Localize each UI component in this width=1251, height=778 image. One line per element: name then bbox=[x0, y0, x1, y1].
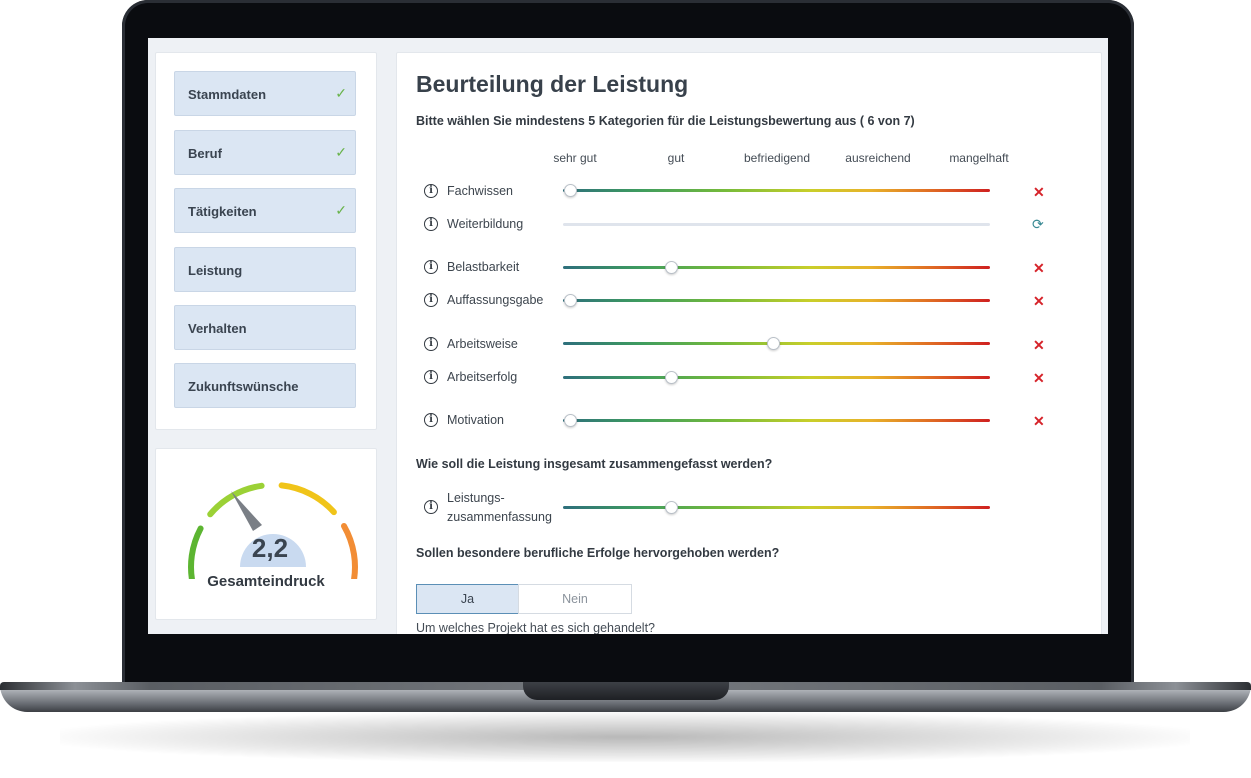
rating-slider-track[interactable] bbox=[563, 266, 990, 269]
nav-item-leistung[interactable]: Leistung bbox=[174, 247, 356, 292]
rating-slider-track[interactable] bbox=[563, 376, 990, 379]
gauge-value: 2,2 bbox=[251, 533, 289, 563]
rating-slider-thumb[interactable] bbox=[563, 294, 577, 307]
gauge-segment bbox=[341, 523, 358, 579]
check-icon: ✓ bbox=[335, 85, 347, 101]
remove-category-icon[interactable]: ✕ bbox=[1033, 293, 1045, 309]
nav-item-label: Stammdaten bbox=[188, 87, 267, 102]
gauge-dial bbox=[188, 482, 358, 579]
rating-slider-track[interactable] bbox=[563, 223, 990, 226]
nav-item-zukunftswuensche[interactable]: Zukunftswünsche bbox=[174, 363, 356, 408]
category-label: Auffassungsgabe bbox=[447, 293, 544, 307]
nav-item-label: Leistung bbox=[188, 263, 243, 278]
refresh-icon[interactable]: ⟳ bbox=[1032, 216, 1044, 232]
remove-category-icon[interactable]: ✕ bbox=[1033, 413, 1045, 429]
laptop-shadow bbox=[60, 712, 1190, 762]
category-label: Arbeitserfolg bbox=[447, 370, 518, 384]
info-icon[interactable]: i bbox=[424, 500, 438, 514]
summary-label-line1: Leistungs- bbox=[447, 491, 505, 505]
nav-item-label: Zukunftswünsche bbox=[188, 379, 299, 394]
category-label: Arbeitsweise bbox=[447, 337, 518, 351]
success-question: Sollen besondere berufliche Erfolge herv… bbox=[416, 546, 780, 560]
nav-item-beruf[interactable]: Beruf ✓ bbox=[174, 130, 356, 175]
remove-category-icon[interactable]: ✕ bbox=[1033, 337, 1045, 353]
summary-slider-thumb[interactable] bbox=[665, 501, 679, 514]
info-icon[interactable]: i bbox=[424, 337, 438, 351]
info-icon[interactable]: i bbox=[424, 260, 438, 274]
scale-label: gut bbox=[667, 151, 685, 165]
overall-gauge: 2,2 Gesamteindruck bbox=[155, 448, 377, 620]
info-icon[interactable]: i bbox=[424, 413, 438, 427]
nav-item-label: Tätigkeiten bbox=[188, 204, 257, 219]
laptop-notch bbox=[523, 682, 729, 700]
page-title: Beurteilung der Leistung bbox=[416, 71, 689, 97]
nav-item-taetigkeiten[interactable]: Tätigkeiten ✓ bbox=[174, 188, 356, 233]
gauge-hub bbox=[240, 534, 306, 567]
rating-slider-thumb[interactable] bbox=[767, 337, 780, 350]
rating-slider-thumb[interactable] bbox=[563, 184, 577, 197]
step-navigation: Stammdaten ✓ Beruf ✓ Tätigkeiten ✓ Leist… bbox=[155, 52, 377, 430]
summary-label-line2: zusammenfassung bbox=[447, 510, 552, 524]
gauge-label: Gesamteindruck bbox=[207, 573, 325, 590]
nav-item-label: Verhalten bbox=[188, 321, 247, 336]
nav-item-stammdaten[interactable]: Stammdaten ✓ bbox=[174, 71, 356, 116]
info-icon[interactable]: i bbox=[424, 370, 438, 384]
scale-label: sehr gut bbox=[553, 151, 597, 165]
scale-label: befriedigend bbox=[743, 151, 811, 165]
remove-category-icon[interactable]: ✕ bbox=[1033, 260, 1045, 276]
no-button[interactable]: Nein bbox=[518, 584, 632, 614]
rating-slider-track[interactable] bbox=[563, 189, 990, 192]
summary-question: Wie soll die Leistung insgesamt zusammen… bbox=[416, 457, 773, 471]
info-icon[interactable]: i bbox=[424, 184, 438, 198]
remove-category-icon[interactable]: ✕ bbox=[1033, 184, 1045, 200]
laptop-screen: Stammdaten ✓ Beruf ✓ Tätigkeiten ✓ Leist… bbox=[148, 38, 1108, 634]
rating-slider-thumb[interactable] bbox=[665, 371, 679, 384]
rating-slider-track[interactable] bbox=[563, 419, 990, 422]
gauge-segment bbox=[188, 525, 204, 579]
instruction-text: Bitte wählen Sie mindestens 5 Kategorien… bbox=[416, 114, 915, 128]
nav-item-verhalten[interactable]: Verhalten bbox=[174, 305, 356, 350]
gauge-needle bbox=[231, 491, 262, 531]
remove-category-icon[interactable]: ✕ bbox=[1033, 370, 1045, 386]
category-label: Motivation bbox=[447, 413, 504, 427]
info-icon[interactable]: i bbox=[424, 217, 438, 231]
check-icon: ✓ bbox=[335, 144, 347, 160]
scale-label: mangelhaft bbox=[949, 151, 1009, 165]
project-question: Um welches Projekt hat es sich gehandelt… bbox=[416, 621, 656, 634]
summary-slider-track[interactable] bbox=[563, 506, 990, 509]
rating-slider-track[interactable] bbox=[563, 299, 990, 302]
performance-form: Beurteilung der Leistung Bitte wählen Si… bbox=[396, 52, 1102, 634]
yes-button[interactable]: Ja bbox=[416, 584, 519, 614]
rating-slider-thumb[interactable] bbox=[563, 414, 577, 427]
check-icon: ✓ bbox=[335, 202, 347, 218]
category-label: Weiterbildung bbox=[447, 217, 524, 231]
rating-slider-thumb[interactable] bbox=[665, 261, 679, 274]
gauge-segment bbox=[278, 482, 337, 516]
gauge-segment bbox=[207, 482, 265, 518]
nav-item-label: Beruf bbox=[188, 146, 222, 161]
info-icon[interactable]: i bbox=[424, 293, 438, 307]
category-label: Fachwissen bbox=[447, 184, 513, 198]
scale-label: ausreichend bbox=[845, 151, 911, 165]
category-label: Belastbarkeit bbox=[447, 260, 520, 274]
